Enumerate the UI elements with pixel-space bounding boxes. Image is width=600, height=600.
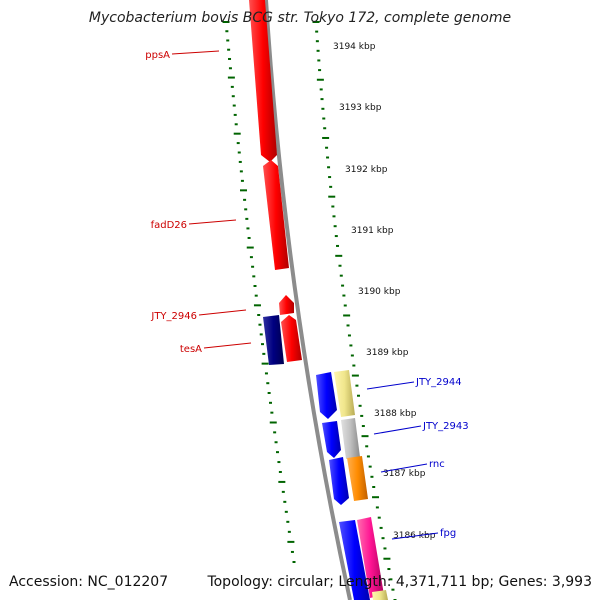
gene-label-JTY_2943[interactable]: JTY_2943 xyxy=(422,421,469,432)
gene-features-left xyxy=(249,0,302,365)
gene-label-ppsA[interactable]: ppsA xyxy=(145,50,170,61)
kbp-tick-label: 3194 kbp xyxy=(333,42,376,52)
gene-label-tesA[interactable]: tesA xyxy=(180,344,202,355)
gene-fpg-blue xyxy=(339,520,370,600)
gene-label-fadD26[interactable]: fadD26 xyxy=(151,220,187,231)
kbp-tick-label: 3193 kbp xyxy=(339,103,382,113)
gene-bottom-khaki xyxy=(372,590,388,600)
dotted-ruler-group xyxy=(222,21,397,600)
gene-features-right xyxy=(316,370,388,600)
gene-JTY_2943-gray xyxy=(341,418,360,459)
kbp-tick-label: 3189 kbp xyxy=(366,348,409,358)
topology-summary: Topology: circular; Length: 4,371,711 bp… xyxy=(207,574,592,590)
gene-ppsA-arrow xyxy=(249,0,277,162)
kbp-tick-label: 3187 kbp xyxy=(383,469,426,479)
genome-backbone xyxy=(264,0,352,600)
kbp-tick-label: 3192 kbp xyxy=(345,165,388,175)
gene-labels: ppsA fadD26 JTY_2946 tesA JTY_2944 JTY_2… xyxy=(145,50,469,540)
gene-fpg-pink xyxy=(357,517,384,598)
gene-label-rnc[interactable]: rnc xyxy=(429,459,445,470)
gene-JTY_2946-arrow xyxy=(279,295,294,315)
gene-tesA-block xyxy=(263,315,284,365)
accession-text: Accession: NC_012207 xyxy=(9,574,169,590)
gene-JTY_2944-khaki xyxy=(334,370,355,417)
map-title: Mycobacterium bovis BCG str. Tokyo 172, … xyxy=(88,10,512,26)
gene-rnc-orange xyxy=(347,456,368,501)
kbp-tick-label: 3188 kbp xyxy=(374,409,417,419)
kbp-tick-label: 3191 kbp xyxy=(351,226,394,236)
gene-label-JTY_2944[interactable]: JTY_2944 xyxy=(415,377,462,388)
gene-rnc-blue xyxy=(329,457,349,505)
gene-JTY_2944-blue xyxy=(316,372,337,419)
gene-label-JTY_2946[interactable]: JTY_2946 xyxy=(150,311,197,322)
gene-label-fpg[interactable]: fpg xyxy=(440,528,456,539)
gene-JTY_2943-blue xyxy=(322,421,341,458)
gene-fadD26-arrow xyxy=(263,160,289,270)
gene-red-arrow-lower xyxy=(281,315,302,362)
kbp-tick-label: 3190 kbp xyxy=(358,287,401,297)
